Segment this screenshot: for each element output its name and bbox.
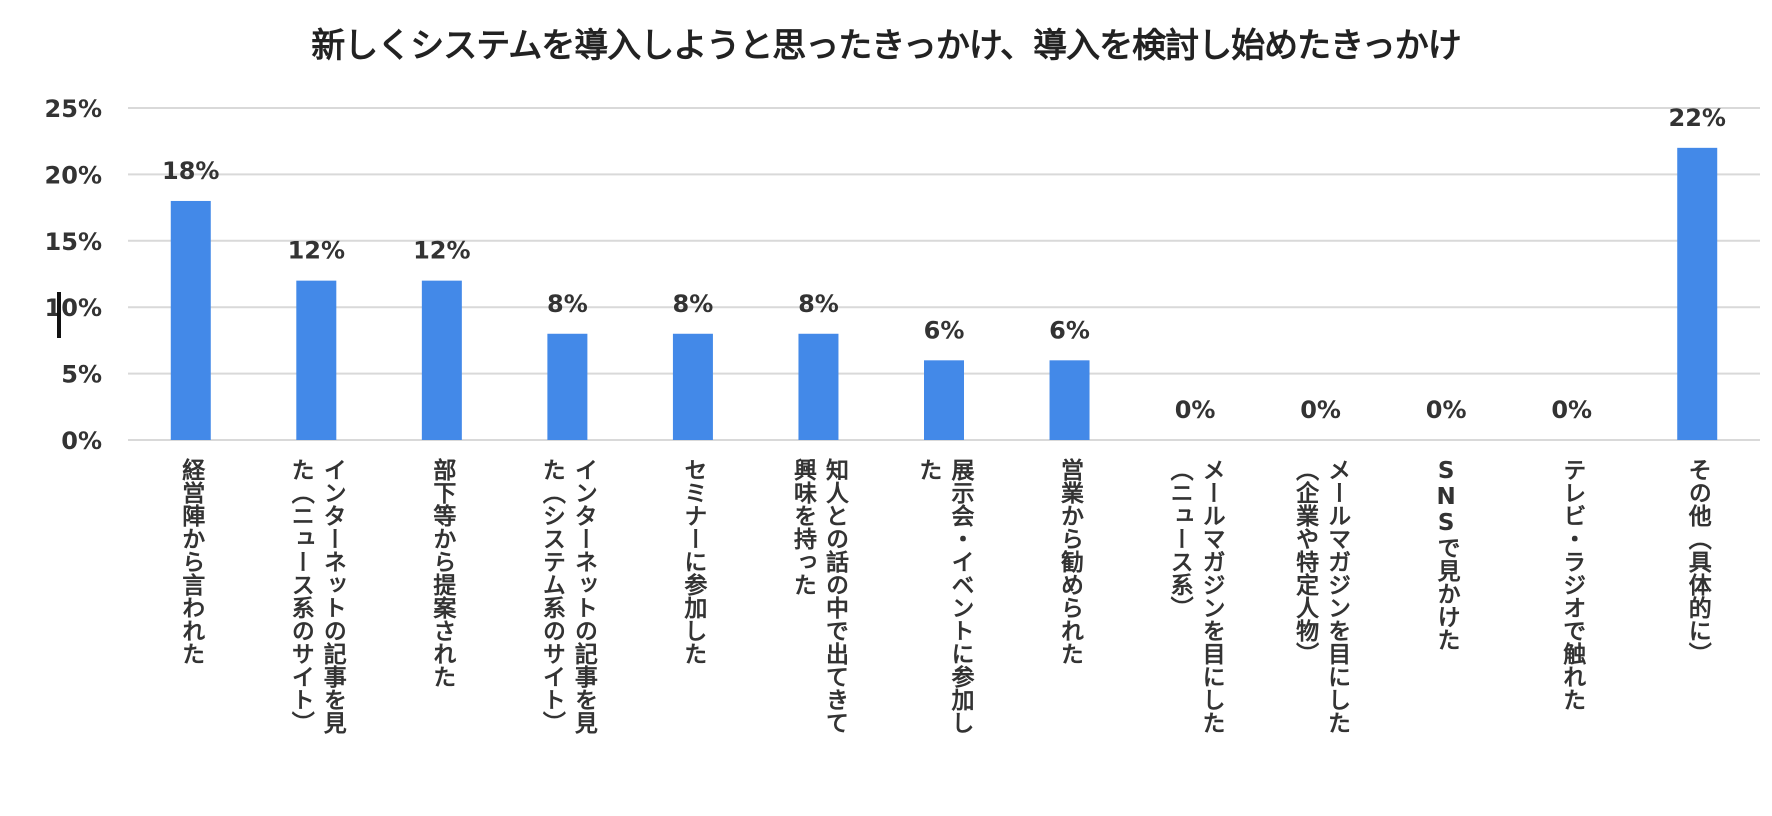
data-label: 0% <box>1426 396 1467 424</box>
data-label: 8% <box>673 290 714 318</box>
category-label: 営業から勧められた <box>1057 457 1086 665</box>
category-label: テレビ・ラジオで触れた <box>1559 458 1587 711</box>
category-label-line: テレビ・ラジオで触れた <box>1559 458 1587 711</box>
bar <box>1677 147 1718 440</box>
category-label: メールマガジンを目にした（企業や特定人物） <box>1292 458 1351 734</box>
y-tick-label: 10% <box>45 294 102 322</box>
category-label: 部下等から提案された <box>429 457 458 688</box>
category-label: セミナーに参加した <box>680 458 709 665</box>
category-label-line: インターネットの記事を見 <box>570 458 598 734</box>
data-label: 0% <box>1175 396 1216 424</box>
data-label: 0% <box>1551 396 1592 424</box>
y-tick-label: 15% <box>45 228 102 256</box>
data-label: 12% <box>413 237 470 265</box>
category-label-line: SNSで見かけた <box>1433 458 1461 651</box>
data-label: 18% <box>162 157 219 185</box>
category-label-line: （企業や特定人物） <box>1292 458 1321 665</box>
category-label-line: （ニュース系） <box>1166 458 1194 619</box>
chart-title: 新しくシステムを導入しようと思ったきっかけ、導入を検討し始めたきっかけ <box>311 26 1462 66</box>
data-label: 6% <box>1049 316 1090 344</box>
data-label: 8% <box>547 290 588 318</box>
category-label-line: メールマガジンを目にした <box>1198 458 1225 734</box>
data-label: 8% <box>798 290 839 318</box>
text-cursor <box>57 292 61 338</box>
category-label-line: た <box>915 458 942 481</box>
bar <box>798 333 839 440</box>
category-label-line: 興味を持った <box>789 457 817 596</box>
bar <box>547 333 588 440</box>
data-label: 12% <box>288 237 345 265</box>
y-tick-label: 25% <box>45 95 102 123</box>
category-label: 経営陣から言われた <box>178 457 206 665</box>
category-label-line: メールマガジンを目にした <box>1324 458 1351 734</box>
category-label-line: その他（具体的に） <box>1684 458 1713 665</box>
category-label: その他（具体的に） <box>1684 458 1713 665</box>
bar <box>672 333 713 440</box>
category-label-line: 部下等から提案された <box>429 457 458 688</box>
y-tick-label: 0% <box>61 427 102 455</box>
category-label-line: 経営陣から言われた <box>178 457 206 665</box>
bar <box>296 280 337 440</box>
y-tick-label: 20% <box>45 161 102 189</box>
category-label-line: 知人との話の中で出てきて <box>821 457 849 734</box>
y-tick-label: 5% <box>61 361 102 389</box>
data-label: 6% <box>924 316 965 344</box>
bar <box>421 280 462 440</box>
data-labels: 18% 12% 12% 8% 8% 8% 6% 6% 0% 0% 0% 0% 22% <box>162 104 1726 424</box>
data-label: 0% <box>1300 396 1341 424</box>
category-label-line: インターネットの記事を見 <box>319 458 347 734</box>
y-axis-tick-labels: 0% 5% 10% 15% 20% 25% <box>45 95 102 455</box>
category-label-line: 営業から勧められた <box>1057 457 1086 665</box>
category-label-line: た（システム系のサイト） <box>538 458 566 734</box>
bar <box>924 360 964 440</box>
category-label-line: 展示会・イベントに参加し <box>947 458 976 734</box>
bar <box>1049 360 1090 440</box>
bar <box>170 200 211 440</box>
bars <box>170 147 1718 440</box>
category-label-line: セミナーに参加した <box>680 458 709 665</box>
category-label-line: た（ニュース系のサイト） <box>287 458 315 734</box>
data-label: 22% <box>1669 104 1726 132</box>
category-label: メールマガジンを目にした（ニュース系） <box>1166 458 1225 734</box>
category-label: SNSで見かけた <box>1433 458 1461 651</box>
